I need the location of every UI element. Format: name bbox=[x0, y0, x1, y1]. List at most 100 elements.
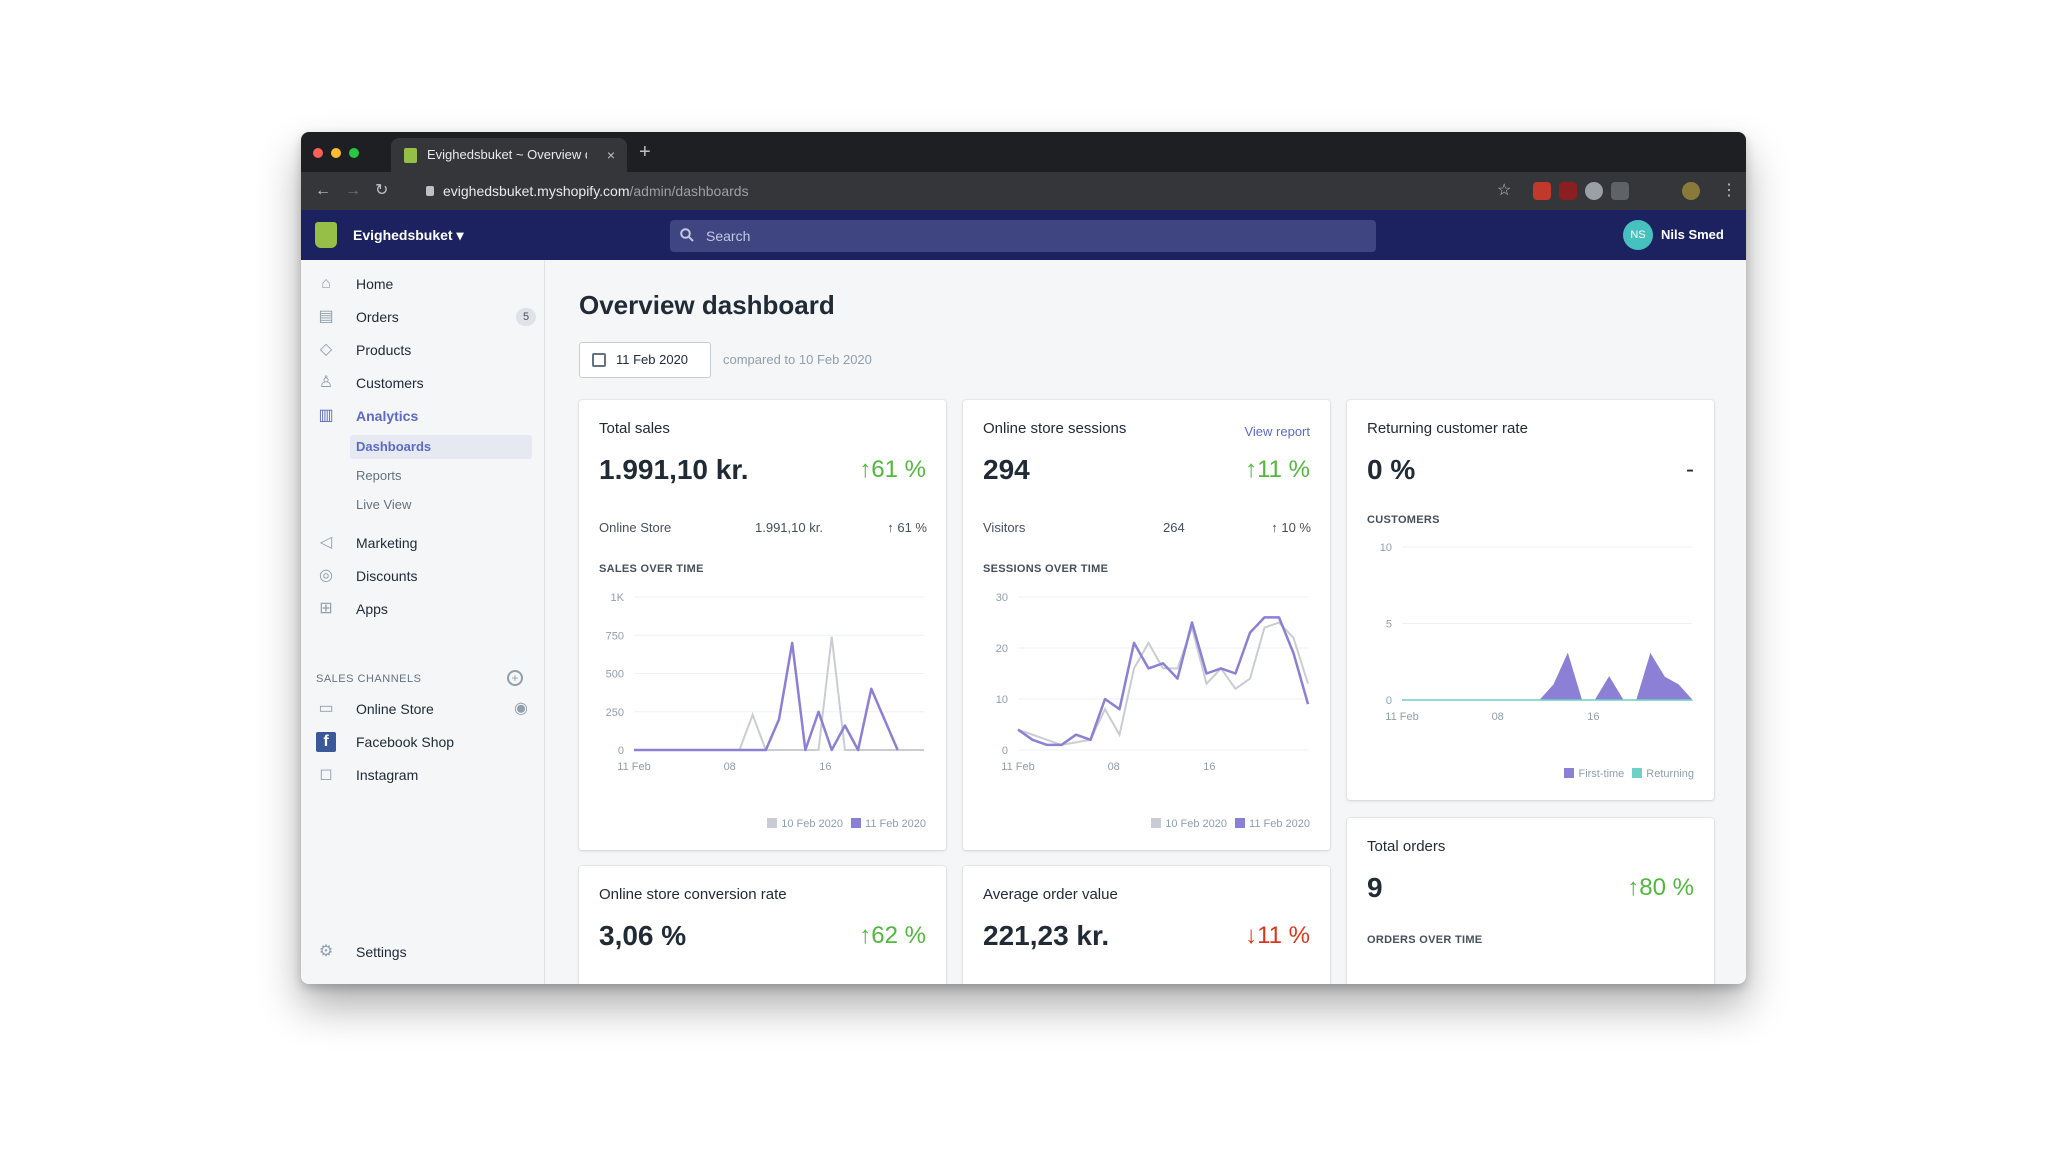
y-tick-label: 10 bbox=[1380, 542, 1392, 554]
orders-count-badge: 5 bbox=[516, 308, 536, 326]
sidebar-item-instagram[interactable]: ◻ Instagram bbox=[316, 763, 536, 787]
series-line-11-feb-2020 bbox=[634, 641, 899, 752]
y-tick-label: 750 bbox=[606, 630, 624, 642]
legend-returning: Returning bbox=[1646, 768, 1694, 780]
extension-icon-3[interactable] bbox=[1585, 182, 1603, 200]
sidebar-item-products[interactable]: ◇ Products bbox=[316, 338, 536, 362]
new-tab-button[interactable]: + bbox=[639, 141, 651, 163]
tab-bar: Evighedsbuket ~ Overview da × + bbox=[301, 132, 1746, 172]
y-tick-label: 0 bbox=[1002, 745, 1008, 757]
extension-icon-2[interactable] bbox=[1559, 182, 1577, 200]
date-label: 11 Feb 2020 bbox=[616, 352, 689, 367]
home-icon: ⌂ bbox=[321, 275, 331, 292]
card-title: Average order value bbox=[983, 886, 1118, 903]
sidebar-item-analytics[interactable]: ▥ Analytics bbox=[316, 404, 536, 428]
row-label: Online Store bbox=[599, 520, 672, 535]
close-tab-icon[interactable]: × bbox=[606, 147, 615, 163]
sidebar-item-marketing[interactable]: ◁ Marketing bbox=[316, 531, 536, 555]
date-range-button[interactable]: 11 Feb 2020 bbox=[579, 342, 711, 378]
sidebar-item-label: Customers bbox=[356, 375, 424, 391]
x-tick-label: 11 Feb bbox=[1001, 761, 1034, 773]
x-tick-label: 08 bbox=[724, 761, 736, 773]
tag-icon: ◇ bbox=[319, 341, 333, 358]
sidebar-item-label: Marketing bbox=[356, 535, 418, 551]
shopify-favicon-icon bbox=[404, 148, 417, 163]
gear-icon: ⚙ bbox=[318, 943, 334, 960]
close-window-dot[interactable] bbox=[313, 148, 323, 158]
sidebar-item-online-store[interactable]: ▭ Online Store ◉ bbox=[316, 697, 536, 721]
y-tick-label: 500 bbox=[606, 669, 624, 681]
minimize-window-dot[interactable] bbox=[331, 148, 341, 158]
view-report-link[interactable]: View report bbox=[1244, 424, 1310, 439]
sidebar-item-label: Analytics bbox=[356, 408, 419, 424]
sidebar-subitem-dashboards[interactable]: Dashboards bbox=[350, 435, 532, 459]
sidebar-item-label: Online Store bbox=[356, 701, 434, 717]
forward-icon[interactable]: → bbox=[345, 182, 361, 199]
megaphone-icon: ◁ bbox=[319, 534, 333, 551]
card-value: 0 % bbox=[1367, 454, 1416, 485]
customers-chart: 10 5 0 11 Feb 08 16 bbox=[1380, 542, 1694, 723]
url-host: evighedsbuket.myshopify.com bbox=[443, 183, 630, 199]
chart-legend: 10 Feb 2020 11 Feb 2020 bbox=[759, 818, 926, 830]
bookmark-star-icon[interactable]: ☆ bbox=[1497, 182, 1512, 199]
comparison-label: compared to 10 Feb 2020 bbox=[723, 352, 872, 367]
sidebar-item-label: Orders bbox=[356, 309, 399, 325]
browser-tab[interactable]: Evighedsbuket ~ Overview da × bbox=[391, 138, 627, 172]
back-icon[interactable]: ← bbox=[315, 182, 331, 199]
card-change: ↑61 % bbox=[859, 456, 926, 483]
store-switcher[interactable]: Evighedsbuket ▾ bbox=[353, 227, 464, 243]
profile-icon[interactable] bbox=[1682, 182, 1700, 200]
sidebar-item-label: Home bbox=[356, 276, 394, 292]
add-channel-button[interactable]: + bbox=[507, 670, 523, 686]
sidebar-item-apps[interactable]: ⊞ Apps bbox=[316, 597, 536, 621]
total-orders-card: Total orders 9 ↑80 % ORDERS OVER TIME bbox=[1347, 818, 1714, 984]
legend-swatch-previous bbox=[767, 818, 778, 828]
avatar[interactable]: NS bbox=[1623, 220, 1653, 250]
legend-swatch-current bbox=[851, 818, 862, 828]
extension-icon-1[interactable] bbox=[1533, 182, 1551, 200]
sales-channels-header: SALES CHANNELS bbox=[316, 673, 422, 685]
sidebar-subitem-live-view[interactable]: Live View bbox=[356, 497, 412, 512]
card-title: Total orders bbox=[1367, 838, 1446, 855]
search-placeholder: Search bbox=[706, 228, 751, 244]
legend-swatch-first-time bbox=[1564, 768, 1575, 778]
chart-legend: 10 Feb 2020 11 Feb 2020 bbox=[1143, 818, 1310, 830]
eye-icon[interactable]: ◉ bbox=[514, 700, 528, 717]
chart-legend: First-time Returning bbox=[1556, 768, 1694, 780]
page-title: Overview dashboard bbox=[579, 290, 835, 320]
user-name[interactable]: Nils Smed bbox=[1661, 227, 1724, 242]
x-tick-label: 16 bbox=[1587, 711, 1599, 723]
sidebar-item-facebook-shop[interactable]: f Facebook Shop bbox=[316, 730, 536, 754]
shopify-logo-icon bbox=[315, 222, 337, 248]
y-tick-label: 0 bbox=[618, 745, 624, 757]
legend-previous: 10 Feb 2020 bbox=[1165, 818, 1228, 830]
y-tick-label: 0 bbox=[1386, 695, 1392, 707]
reload-icon[interactable]: ↻ bbox=[375, 182, 389, 199]
sidebar-item-home[interactable]: ⌂ Home bbox=[316, 272, 536, 296]
sidebar-item-settings[interactable]: ⚙ Settings bbox=[316, 940, 536, 964]
row-value: 264 bbox=[1163, 520, 1185, 535]
row-change: ↑ 10 % bbox=[1271, 520, 1311, 535]
card-title: Online store conversion rate bbox=[599, 886, 787, 903]
browser-menu-icon[interactable]: ⋮ bbox=[1721, 182, 1737, 199]
sidebar-item-discounts[interactable]: ◎ Discounts bbox=[316, 564, 536, 588]
discount-icon: ◎ bbox=[319, 567, 333, 584]
series-area-first-time bbox=[1402, 652, 1694, 701]
x-tick-label: 08 bbox=[1492, 711, 1504, 723]
search-input[interactable]: Search bbox=[670, 220, 1376, 252]
legend-swatch-previous bbox=[1151, 818, 1162, 828]
url-field[interactable]: evighedsbuket.myshopify.com/admin/dashbo… bbox=[413, 177, 1423, 205]
browser-window: Evighedsbuket ~ Overview da × + ← → ↻ ev… bbox=[301, 132, 1746, 984]
sidebar-item-orders[interactable]: ▤ Orders 5 bbox=[316, 305, 536, 329]
card-change: ↑80 % bbox=[1627, 874, 1694, 901]
y-tick-label: 250 bbox=[606, 707, 624, 719]
extension-icon-4[interactable] bbox=[1611, 182, 1629, 200]
card-value: 294 bbox=[983, 454, 1030, 485]
sales-over-time-chart: 1K 750 500 250 0 11 Feb 08 16 bbox=[606, 592, 924, 773]
sidebar-item-customers[interactable]: ♙ Customers bbox=[316, 371, 536, 395]
x-tick-label: 11 Feb bbox=[617, 761, 650, 773]
maximize-window-dot[interactable] bbox=[349, 148, 359, 158]
sidebar-item-label: Apps bbox=[356, 601, 388, 617]
sidebar-subitem-reports[interactable]: Reports bbox=[356, 468, 402, 483]
card-title: Returning customer rate bbox=[1367, 420, 1528, 437]
